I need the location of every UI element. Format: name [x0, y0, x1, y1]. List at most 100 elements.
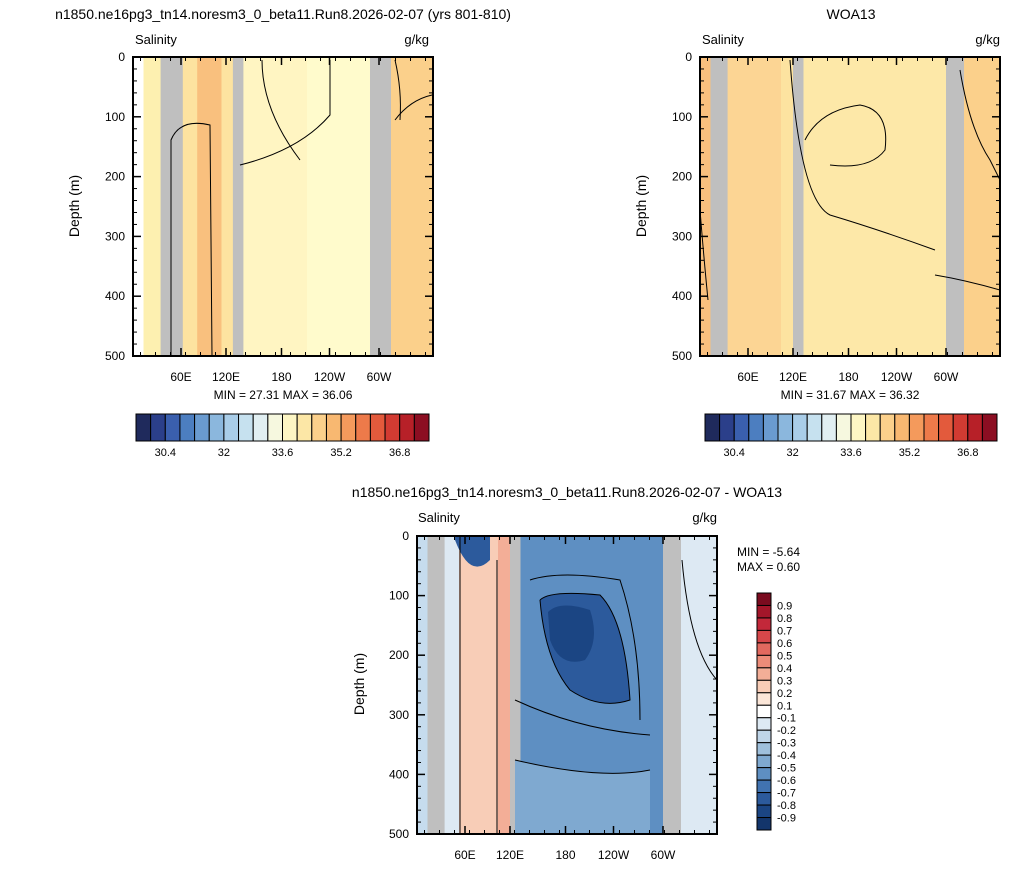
colorbar-box — [311, 413, 327, 442]
y-axis: 0 100 200 300 400 500 — [389, 529, 717, 841]
colorbar-box — [413, 413, 430, 442]
x-tick-label: 120W — [881, 370, 913, 384]
y-tick-label: 0 — [685, 50, 692, 64]
colorbar-box — [850, 413, 867, 442]
panel-title: WOA13 — [826, 6, 875, 22]
colorbar-box — [756, 792, 772, 806]
difference-salinity-panel: n1850.ne16pg3_tn14.noresm3_0_beta11.Run8… — [351, 484, 800, 862]
x-tick-label: 120W — [598, 848, 630, 862]
colorbar-box — [756, 742, 772, 756]
colorbar-box — [894, 413, 910, 442]
contour-region — [391, 57, 433, 356]
colorbar-label: 0.4 — [777, 663, 792, 675]
colorbar-box — [704, 413, 721, 442]
x-axis: 60E 120E 180 120W 60W — [707, 57, 993, 384]
colorbar-label: 32 — [786, 447, 798, 459]
contour-region — [370, 57, 392, 356]
contour-region — [727, 57, 782, 356]
y-tick-label: 100 — [672, 110, 692, 124]
colorbar-box — [194, 413, 210, 442]
colorbar-box — [756, 717, 772, 731]
colorbar-box — [179, 413, 196, 442]
x-tick-label: 60E — [170, 370, 191, 384]
colorbar-label: -0.9 — [777, 813, 796, 825]
x-tick-label: 120E — [779, 370, 807, 384]
colorbar-box — [967, 413, 983, 442]
y-tick-label: 500 — [105, 349, 125, 363]
colorbar-box — [756, 804, 772, 819]
colorbar-label: 36.8 — [957, 447, 978, 459]
contour-region — [803, 57, 947, 356]
colorbar-label: 0.1 — [777, 700, 792, 712]
colorbar-box — [355, 413, 371, 442]
y-axis-label: Depth (m) — [351, 653, 367, 715]
contour-region — [946, 57, 965, 356]
stats-text: MIN = 27.31 MAX = 36.06 — [214, 388, 353, 402]
colorbar-box — [733, 413, 750, 442]
colorbar-box — [756, 729, 772, 744]
y-tick-label: 300 — [672, 229, 692, 243]
contour-region — [663, 536, 682, 834]
contour-region — [182, 57, 198, 356]
colorbar-box — [821, 413, 837, 442]
y-tick-label: 400 — [672, 289, 692, 303]
contour-lines — [459, 536, 717, 834]
colorbar-box — [952, 413, 969, 442]
colorbar-box — [792, 413, 808, 442]
colorbar-box — [762, 413, 779, 442]
colorbar-box — [879, 413, 896, 442]
contour-field — [700, 57, 1000, 356]
colorbar-box — [756, 592, 772, 606]
plot-frame — [132, 56, 434, 357]
colorbar-label: -0.4 — [777, 750, 796, 762]
colorbar-box — [756, 617, 772, 631]
colorbar-box — [238, 413, 254, 442]
contour-lines — [700, 59, 1000, 301]
model-salinity-panel: n1850.ne16pg3_tn14.noresm3_0_beta11.Run8… — [55, 6, 511, 459]
colorbar-box — [923, 413, 940, 442]
colorbar-label: 30.4 — [723, 447, 744, 459]
colorbar-label: -0.6 — [777, 775, 796, 787]
colorbar-box — [756, 779, 772, 794]
woa13-salinity-panel: WOA13 Salinity g/kg Depth (m) 0 100 200 300… — [633, 6, 1001, 459]
y-tick-label: 300 — [389, 708, 409, 722]
colorbar-label: 0.2 — [777, 688, 792, 700]
left-label: Salinity — [135, 32, 177, 47]
y-tick-label: 500 — [672, 349, 692, 363]
colorbar-label: 30.4 — [155, 447, 176, 459]
right-label: g/kg — [404, 32, 429, 47]
colorbar-box — [777, 413, 794, 442]
colorbar-box — [756, 704, 772, 719]
colorbar-label: 32 — [218, 447, 230, 459]
colorbar-box — [938, 413, 954, 442]
x-tick-label: 60W — [367, 370, 392, 384]
stats-min: MIN = -5.64 — [737, 545, 800, 559]
y-tick-label: 200 — [389, 648, 409, 662]
contour-patches — [455, 536, 650, 834]
colorbar-label: 0.9 — [777, 600, 792, 612]
y-tick-label: 300 — [105, 229, 125, 243]
colorbar-label: 35.2 — [330, 447, 351, 459]
colorbar-box — [865, 413, 881, 442]
colorbar-label: -0.8 — [777, 800, 796, 812]
panel-title: n1850.ne16pg3_tn14.noresm3_0_beta11.Run8… — [55, 6, 511, 22]
contour-field — [143, 57, 433, 356]
colorbar-label: 0.8 — [777, 613, 792, 625]
colorbar: 30.4 32 33.6 35.2 36.8 — [704, 413, 998, 459]
contour-region — [793, 57, 804, 356]
colorbar-label: -0.1 — [777, 713, 796, 725]
contour-region — [243, 57, 308, 356]
right-label: g/kg — [692, 510, 717, 525]
colorbar-label: 0.6 — [777, 638, 792, 650]
colorbar-box — [756, 754, 772, 769]
colorbar-box — [756, 679, 772, 694]
contour-region — [681, 536, 717, 834]
stats-max: MAX = 0.60 — [737, 560, 800, 574]
x-tick-label: 60E — [737, 370, 758, 384]
colorbar-box — [267, 413, 284, 442]
colorbar-label: 33.6 — [840, 447, 861, 459]
colorbar-box — [384, 413, 401, 442]
contour-region — [498, 536, 511, 834]
colorbar-box — [981, 413, 998, 442]
